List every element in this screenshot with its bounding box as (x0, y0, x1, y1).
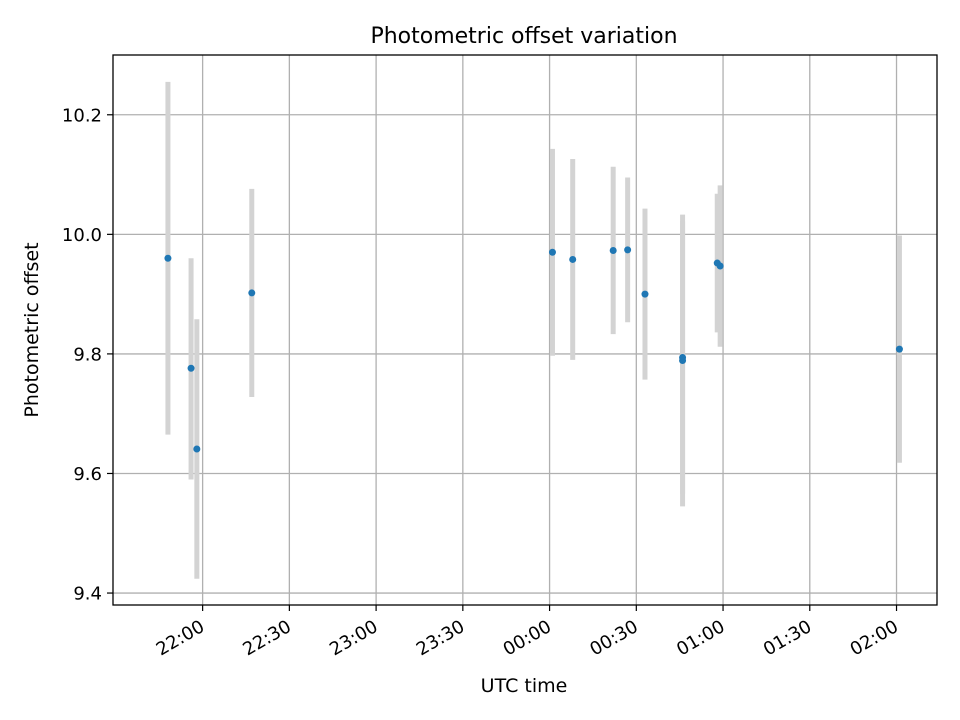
y-tick-label: 10.2 (62, 105, 102, 126)
y-axis-label: Photometric offset (21, 242, 43, 417)
data-point (248, 289, 256, 297)
x-tick-label: 22:30 (239, 616, 294, 660)
x-tick-label: 23:30 (413, 616, 468, 660)
data-point (895, 345, 903, 353)
data-point (641, 290, 649, 298)
chart-title: Photometric offset variation (370, 24, 677, 49)
x-axis-ticks: 22:00 22:30 23:00 23:30 00:00 00:30 01:00 01:30… (153, 605, 902, 660)
y-axis-ticks: 9.4 9.6 9.8 10.0 10.2 (62, 105, 113, 605)
data-point (716, 262, 724, 270)
data-point (187, 364, 195, 372)
data-point (679, 356, 687, 364)
y-tick-label: 9.6 (73, 464, 102, 485)
data-point (548, 248, 556, 256)
y-tick-label: 9.8 (73, 344, 102, 365)
data-point (609, 246, 617, 254)
x-tick-label: 00:00 (500, 616, 555, 660)
data-point (569, 255, 577, 263)
data-point (193, 445, 201, 453)
y-tick-label: 9.4 (73, 584, 102, 605)
x-tick-label: 23:00 (326, 616, 381, 660)
y-tick-label: 10.0 (62, 225, 102, 246)
x-axis-label: UTC time (481, 675, 568, 697)
plot-frame (112, 54, 938, 606)
error-bars (165, 81, 902, 579)
grid (113, 55, 937, 605)
data-points (164, 246, 903, 453)
data-point (624, 246, 632, 254)
data-point (164, 254, 172, 262)
x-tick-label: 22:00 (153, 616, 208, 660)
x-tick-label: 00:30 (586, 616, 641, 660)
x-tick-label: 01:00 (673, 616, 728, 660)
x-tick-label: 01:30 (760, 616, 815, 660)
x-tick-label: 02:00 (847, 616, 902, 660)
